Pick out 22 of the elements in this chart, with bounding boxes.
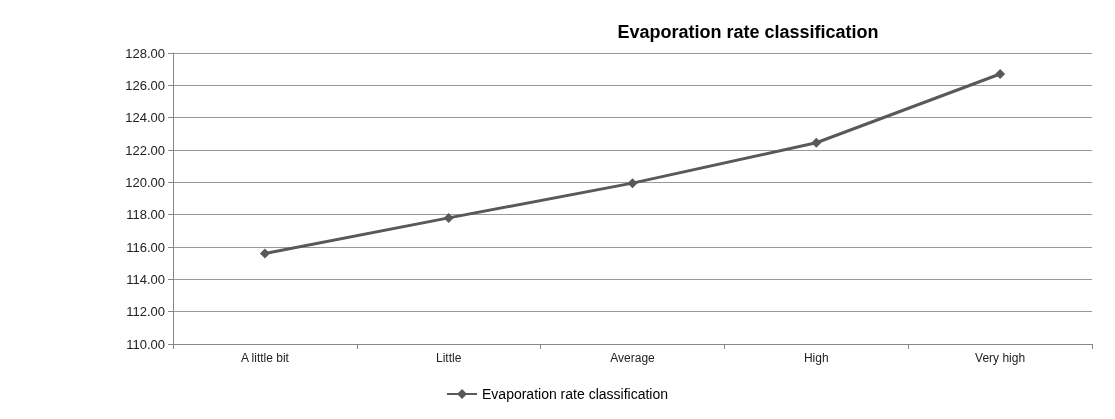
legend-label: Evaporation rate classification — [482, 386, 669, 402]
y-tick-label: 114.00 — [126, 271, 165, 287]
point — [627, 178, 638, 189]
x-tick-label: A little bit — [240, 351, 290, 365]
point — [995, 69, 1006, 80]
y-tick-label: 122.00 — [125, 142, 165, 158]
y-tick-label: 116.00 — [126, 239, 165, 255]
point — [811, 137, 822, 148]
x-tick-label: Very high — [975, 351, 1026, 365]
point — [259, 248, 270, 259]
y-tick-label: 120.00 — [125, 174, 165, 190]
y-tick-label: 128.00 — [125, 45, 165, 61]
x-tick-label: Average — [610, 351, 656, 365]
x-tick-label: Little — [436, 351, 462, 365]
y-tick-label: 124.00 — [125, 110, 165, 126]
y-tick-label: 110.00 — [126, 336, 165, 352]
y-tick-label: 126.00 — [125, 77, 165, 93]
chart-title: Evaporation rate classification — [617, 22, 879, 42]
x-tick-label: High — [803, 351, 829, 365]
y-tick-label: 118.00 — [126, 207, 165, 223]
y-tick-label: 112.00 — [126, 304, 165, 320]
point — [443, 212, 454, 223]
